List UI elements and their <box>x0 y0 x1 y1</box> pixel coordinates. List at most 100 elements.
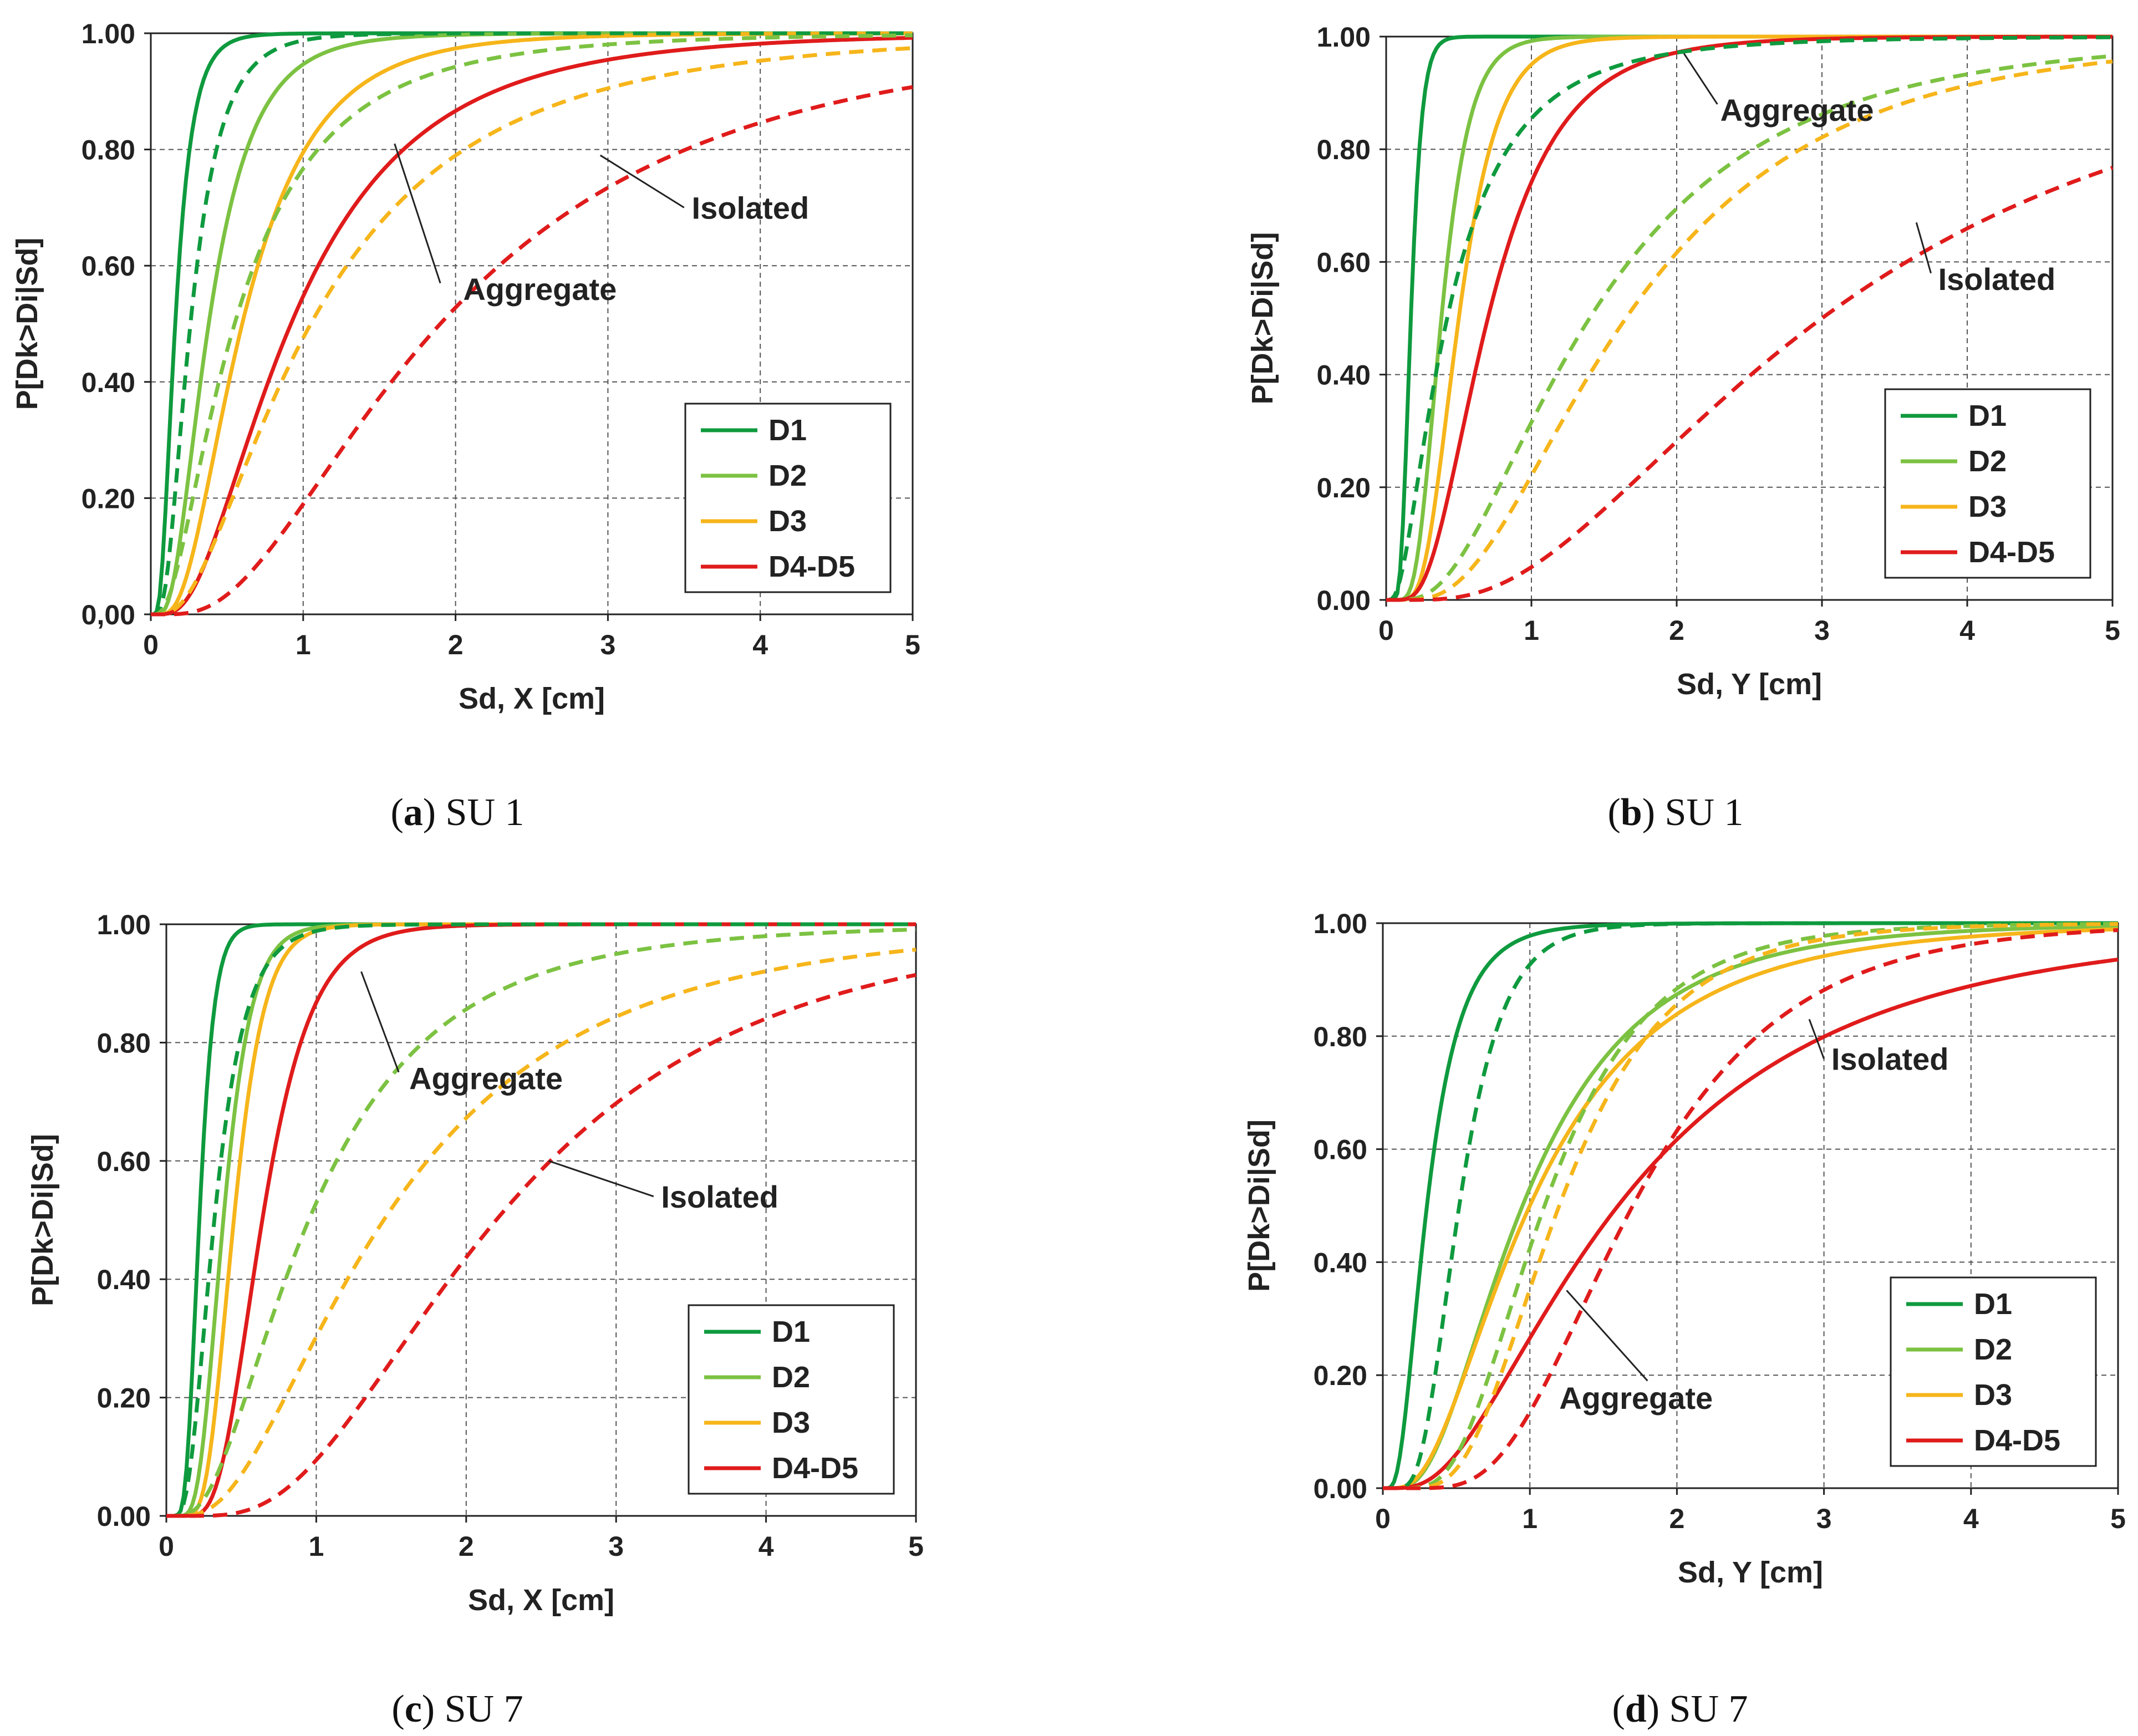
series-d4-d5-aggregate-line <box>1383 958 2119 1490</box>
x-tick-label: 1 <box>296 629 311 660</box>
x-tick-label: 3 <box>1814 615 1830 646</box>
annotation-leader-line <box>1566 1290 1648 1382</box>
y-tick-label: 0.20 <box>1314 1360 1367 1391</box>
y-tick-label: 0.20 <box>82 483 135 514</box>
annotation-leader-line <box>394 143 441 284</box>
panel-caption: (a) SU 1 <box>390 791 524 834</box>
caption-open-paren: ( <box>391 1688 404 1730</box>
caption-text: ) SU 7 <box>422 1688 523 1730</box>
legend-box <box>1884 388 2091 579</box>
x-tick-label: 5 <box>908 1531 924 1562</box>
x-tick-label: 2 <box>448 629 464 660</box>
y-tick-label: 1.00 <box>1317 22 1371 53</box>
chart-panel-c: 0 1 2 3 4 5 0.00 0.20 0.40 0.60 0.80 1.00 Sd, X [cm]… <box>26 909 924 1730</box>
x-tick-label: 1 <box>1522 1503 1538 1534</box>
y-tick-label: 0.00 <box>1314 1473 1367 1504</box>
x-axis-label: Sd, Y [cm] <box>1678 1556 1823 1589</box>
annotation-leader-line <box>360 971 400 1073</box>
y-tick-label: 0.00 <box>97 1501 151 1532</box>
series-d4-d5-isolated-line <box>1383 928 2119 1490</box>
caption-text: ) SU 1 <box>1642 791 1744 834</box>
x-tick-label: 5 <box>2105 615 2120 646</box>
series-d1-isolated-line <box>166 922 916 1518</box>
series-d1-isolated-line <box>1386 35 2112 602</box>
series-d3-isolated-line <box>1383 922 2118 1490</box>
x-tick-label: 3 <box>600 629 615 660</box>
caption-open-paren: ( <box>1612 1688 1625 1730</box>
y-tick-label: 1.00 <box>97 909 151 940</box>
legend-label: D1 <box>772 1315 810 1348</box>
annotation-label: Isolated <box>1938 262 2056 297</box>
y-axis-label: P[Dk>Di|Sd] <box>26 1134 60 1306</box>
x-tick-label: 0 <box>1378 615 1394 646</box>
legend-label: D2 <box>768 459 807 492</box>
caption-letter: c <box>405 1688 422 1730</box>
annotation-label: Isolated <box>692 190 810 225</box>
y-tick-label: 0.00 <box>1317 585 1371 616</box>
annotation-leader-line <box>599 154 685 208</box>
series-d4-d5-aggregate-line <box>151 35 913 617</box>
annotation-label: Isolated <box>661 1179 778 1214</box>
y-tick-label: 0,00 <box>82 599 135 630</box>
legend-box <box>684 403 892 593</box>
chart-panel-b: 0 1 2 3 4 5 0.00 0.20 0.40 0.60 0.80 1.00 Sd, Y [cm]… <box>1246 22 2120 834</box>
panel-caption: (d) SU 7 <box>1612 1688 1748 1730</box>
x-tick-label: 4 <box>752 629 768 660</box>
legend-label: D1 <box>1974 1287 2012 1321</box>
legend-label: D4-D5 <box>1968 536 2055 569</box>
legend-box <box>688 1304 895 1495</box>
y-tick-label: 0.40 <box>1314 1247 1367 1278</box>
x-tick-label: 2 <box>1669 615 1684 646</box>
legend-label: D3 <box>1968 490 2007 523</box>
caption-text: ) SU 7 <box>1647 1688 1748 1730</box>
caption-text: ) SU 1 <box>423 791 525 834</box>
x-tick-label: 3 <box>608 1531 624 1562</box>
series-d2-isolated-line <box>1386 54 2113 602</box>
x-axis-label: Sd, X [cm] <box>468 1584 614 1617</box>
legend-label: D2 <box>772 1361 810 1394</box>
x-axis-label: Sd, X [cm] <box>459 682 605 715</box>
y-tick-label: 0.80 <box>82 135 135 166</box>
x-tick-label: 2 <box>1669 1503 1684 1534</box>
chart-panel-d: 0 1 2 3 4 5 0.00 0.20 0.40 0.60 0.80 1.00 Sd, Y [cm]… <box>1243 908 2126 1730</box>
y-tick-label: 0.60 <box>82 251 135 282</box>
x-tick-label: 1 <box>308 1531 324 1562</box>
panel-caption: (b) SU 1 <box>1607 791 1743 834</box>
x-tick-label: 0 <box>143 629 159 660</box>
series-d3-isolated-line <box>151 46 913 617</box>
series-d1-isolated-line <box>151 31 913 617</box>
annotation-leader-line <box>1683 53 1718 105</box>
y-tick-label: 0.60 <box>1317 247 1371 278</box>
legend-label: D2 <box>1974 1333 2012 1366</box>
y-tick-label: 0.60 <box>1314 1134 1367 1165</box>
annotation-label: Aggregate <box>463 272 617 307</box>
series-d3-isolated-line <box>1386 59 2113 602</box>
annotation-label: Aggregate <box>1559 1381 1713 1416</box>
x-tick-label: 4 <box>1963 1503 1979 1534</box>
y-tick-label: 1.00 <box>1314 908 1367 939</box>
annotation-leader-line <box>1915 222 1932 274</box>
y-tick-label: 0.40 <box>97 1264 151 1295</box>
caption-open-paren: ( <box>1607 791 1620 834</box>
series-d4-d5-isolated-line <box>1386 166 2114 602</box>
x-tick-label: 4 <box>1959 615 1975 646</box>
x-tick-label: 0 <box>1375 1503 1391 1534</box>
caption-letter: b <box>1621 791 1642 834</box>
annotation-label: Isolated <box>1831 1042 1949 1077</box>
chart-panel-a: 0 1 2 3 4 5 0,00 0.20 0.40 0.60 0.80 1.00 Sd, X [cm]… <box>11 18 920 834</box>
series-d2-aggregate-line <box>1383 924 2119 1490</box>
x-tick-label: 4 <box>759 1531 774 1562</box>
series-d1-isolated-line <box>1383 921 2118 1490</box>
caption-letter: d <box>1625 1688 1647 1730</box>
legend-label: D1 <box>768 414 807 447</box>
y-tick-label: 0.20 <box>97 1383 151 1414</box>
y-axis-label: P[Dk>Di|Sd] <box>11 238 44 410</box>
x-axis-label: Sd, Y [cm] <box>1677 668 1822 701</box>
y-tick-label: 0.40 <box>1317 360 1371 391</box>
y-axis-label: P[Dk>Di|Sd] <box>1246 232 1280 405</box>
x-tick-label: 3 <box>1816 1503 1832 1534</box>
legend-label: D4-D5 <box>772 1452 858 1485</box>
legend-label: D2 <box>1968 445 2007 478</box>
x-tick-label: 5 <box>905 629 920 660</box>
annotation-label: Aggregate <box>1720 93 1874 128</box>
